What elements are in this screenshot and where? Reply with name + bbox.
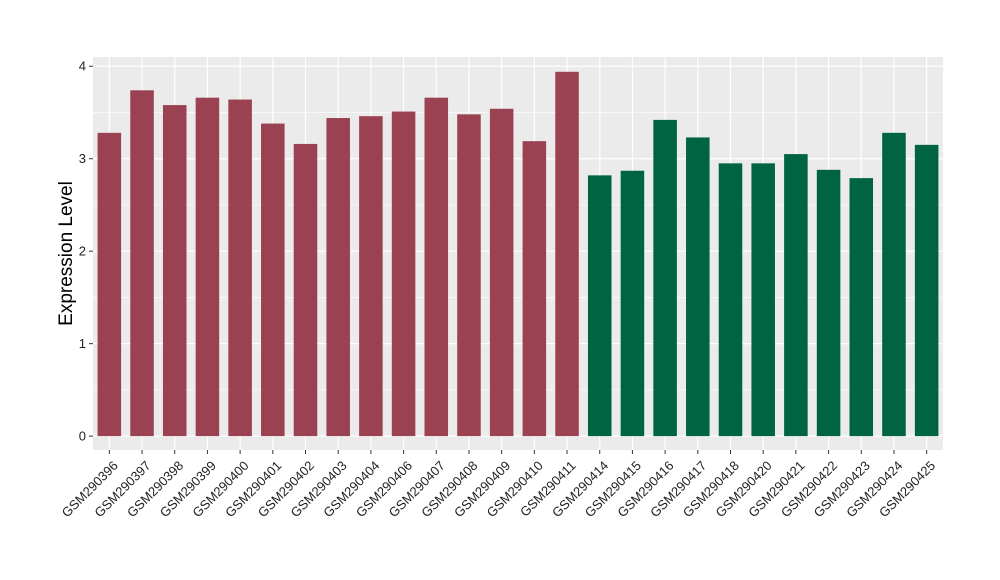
y-axis-title: Expression Level bbox=[56, 181, 77, 326]
y-tick-label: 0 bbox=[79, 429, 86, 444]
bar-GSM290403 bbox=[326, 118, 350, 437]
bar-GSM290418 bbox=[718, 163, 743, 437]
bar-GSM290410 bbox=[522, 141, 547, 437]
y-axis: 0 1 2 3 4 bbox=[79, 59, 93, 444]
bar-GSM290401 bbox=[261, 123, 285, 437]
bar-GSM290423 bbox=[849, 178, 874, 437]
bar-series bbox=[97, 71, 939, 437]
bar-GSM290404 bbox=[359, 116, 383, 437]
bar-GSM290414 bbox=[587, 175, 612, 437]
bar-GSM290409 bbox=[489, 108, 514, 437]
bar-GSM290396 bbox=[97, 132, 122, 437]
bar-GSM290400 bbox=[228, 99, 252, 437]
bar-GSM290417 bbox=[686, 137, 710, 437]
bar-GSM290397 bbox=[130, 90, 154, 437]
bar-GSM290402 bbox=[293, 143, 318, 437]
bar-GSM290407 bbox=[424, 97, 449, 437]
bar-GSM290421 bbox=[784, 154, 808, 437]
bar-GSM290411 bbox=[555, 71, 579, 437]
plot-panel-background bbox=[93, 57, 943, 450]
bar-GSM290415 bbox=[620, 170, 645, 437]
y-tick-label: 4 bbox=[79, 59, 86, 74]
bar-GSM290416 bbox=[653, 119, 677, 437]
y-tick-label: 1 bbox=[79, 336, 86, 351]
bar-GSM290425 bbox=[914, 144, 939, 437]
y-tick-label: 2 bbox=[79, 244, 86, 259]
bar-GSM290424 bbox=[882, 132, 906, 437]
bar-GSM290408 bbox=[457, 114, 481, 437]
bar-GSM290398 bbox=[162, 105, 187, 437]
x-axis: GSM290396GSM290397GSM290398GSM290399GSM2… bbox=[59, 450, 938, 520]
bar-GSM290420 bbox=[751, 163, 775, 437]
bar-GSM290406 bbox=[391, 111, 416, 437]
bar-GSM290399 bbox=[195, 97, 220, 437]
y-tick-label: 3 bbox=[79, 151, 86, 166]
bar-GSM290422 bbox=[816, 169, 841, 437]
